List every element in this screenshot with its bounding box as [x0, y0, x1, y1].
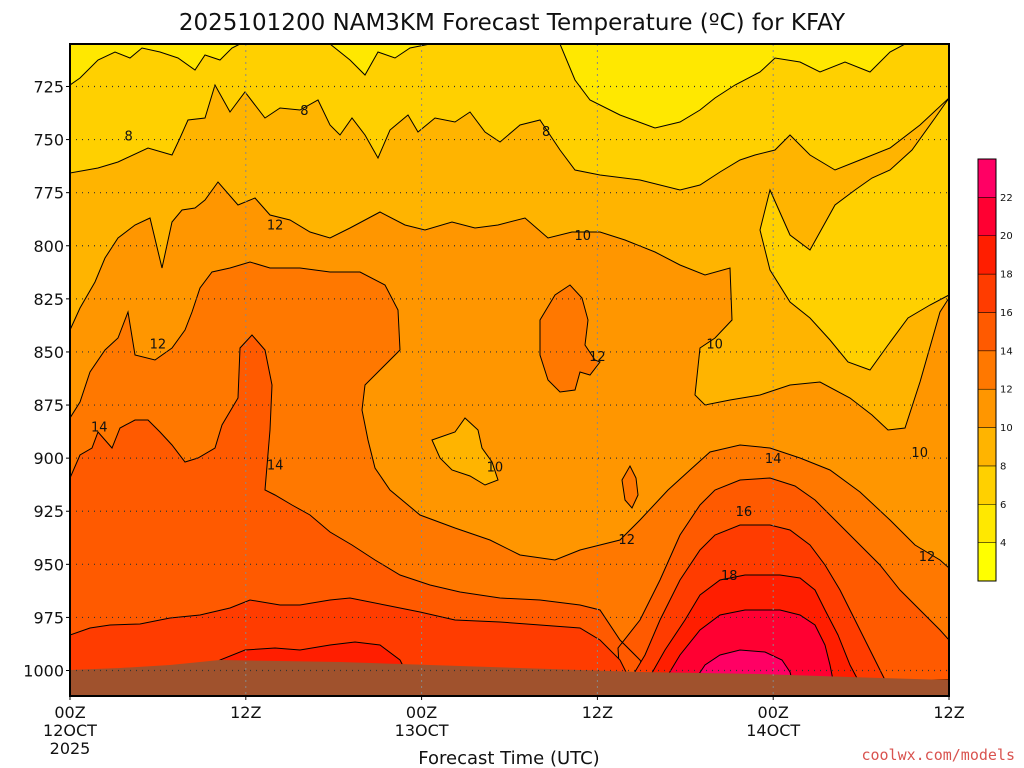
colorbar: 4 6 8 10 12 14 16 18 20 22: [977, 158, 1013, 582]
contour-label: 8: [300, 104, 308, 119]
y-tick-label: 950: [33, 555, 64, 574]
colorbar-segment: [977, 312, 997, 352]
x-tick-label: 12Z: [582, 703, 613, 722]
colorbar-segment: [977, 388, 997, 428]
contour-label: 18: [721, 569, 738, 584]
x-tick-label: 14OCT: [746, 721, 800, 740]
x-tick-label: 2025: [50, 739, 91, 758]
contour-label: 8: [542, 125, 550, 140]
colorbar-segment: [977, 465, 997, 505]
band-10-12-inner: [431, 417, 499, 486]
colorbar-segment: [977, 197, 997, 236]
colorbar-segment: [977, 273, 997, 313]
plot-area: [70, 44, 949, 696]
y-tick-label: 725: [33, 77, 64, 96]
y-tick-label: 850: [33, 343, 64, 362]
band-12-14-island: [539, 284, 601, 393]
chart-title: 2025101200 NAM3KM Forecast Temperature (…: [179, 10, 846, 36]
colorbar-segment: [977, 235, 997, 275]
contour-label: 8: [124, 129, 132, 144]
y-tick-label: 825: [33, 290, 64, 309]
y-tick-label: 775: [33, 184, 64, 203]
contour-label: 12: [589, 350, 606, 365]
contour-label: 14: [765, 452, 782, 467]
credit-text: coolwx.com/models: [861, 746, 1015, 764]
x-axis-label: Forecast Time (UTC): [418, 748, 599, 768]
contour-label: 10: [706, 337, 723, 352]
ground-terrain: [70, 660, 949, 696]
band-20-22: [664, 609, 834, 681]
contour-labels: 8 8 8 12 10 12 10 12 14 10 10 14 14 12 16 18 12: [91, 104, 935, 584]
contour-label: 14: [91, 420, 108, 435]
colorbar-frame: [977, 158, 997, 582]
colorbar-label: 12: [1000, 385, 1013, 396]
colorbar-label: 22: [1000, 193, 1013, 204]
contour-label: 12: [150, 337, 167, 352]
x-tick-label: 00Z: [54, 703, 85, 722]
contour-label: 12: [618, 533, 635, 548]
y-tick-label: 1000: [23, 662, 64, 681]
colorbar-label: 14: [1000, 346, 1013, 357]
y-tick-label: 875: [33, 396, 64, 415]
contour-label: 10: [911, 446, 928, 461]
contour-label: 10: [487, 461, 504, 476]
colorbar-label: 16: [1000, 308, 1013, 319]
colorbar-label: 4: [1000, 538, 1006, 549]
contour-label: 14: [267, 459, 284, 474]
plot-frame: [69, 43, 950, 697]
y-axis: 725 750 775 800 825 850 875 900 925 950 975 1000: [23, 77, 70, 681]
x-tick-label: 12Z: [933, 703, 964, 722]
x-tick-label: 12OCT: [43, 721, 97, 740]
x-tick-label: 00Z: [758, 703, 789, 722]
x-tick-label: 13OCT: [395, 721, 449, 740]
band-lt8-east: [759, 97, 949, 371]
contour-label: 10: [574, 229, 591, 244]
colorbar-segment: [977, 504, 997, 543]
colorbar-label: 8: [1000, 461, 1006, 472]
colorbar-segment: [977, 350, 997, 390]
band-14-16-small: [621, 464, 639, 509]
x-tick-label: 00Z: [406, 703, 437, 722]
colorbar-segment: [977, 542, 997, 582]
y-tick-label: 750: [33, 131, 64, 150]
colorbar-label: 6: [1000, 500, 1006, 511]
colorbar-label: 20: [1000, 231, 1013, 242]
grid-lines: [70, 44, 949, 696]
contour-label: 16: [736, 505, 753, 520]
x-tick-label: 12Z: [230, 703, 261, 722]
colorbar-label: 18: [1000, 270, 1013, 281]
y-tick-label: 925: [33, 502, 64, 521]
y-tick-label: 975: [33, 608, 64, 627]
y-tick-label: 900: [33, 449, 64, 468]
y-tick-label: 800: [33, 237, 64, 256]
contour-label: 12: [267, 219, 284, 234]
colorbar-segment: [977, 158, 997, 198]
contour-label: 12: [919, 550, 936, 565]
colorbar-segment: [977, 427, 997, 467]
colorbar-label: 10: [1000, 423, 1013, 434]
